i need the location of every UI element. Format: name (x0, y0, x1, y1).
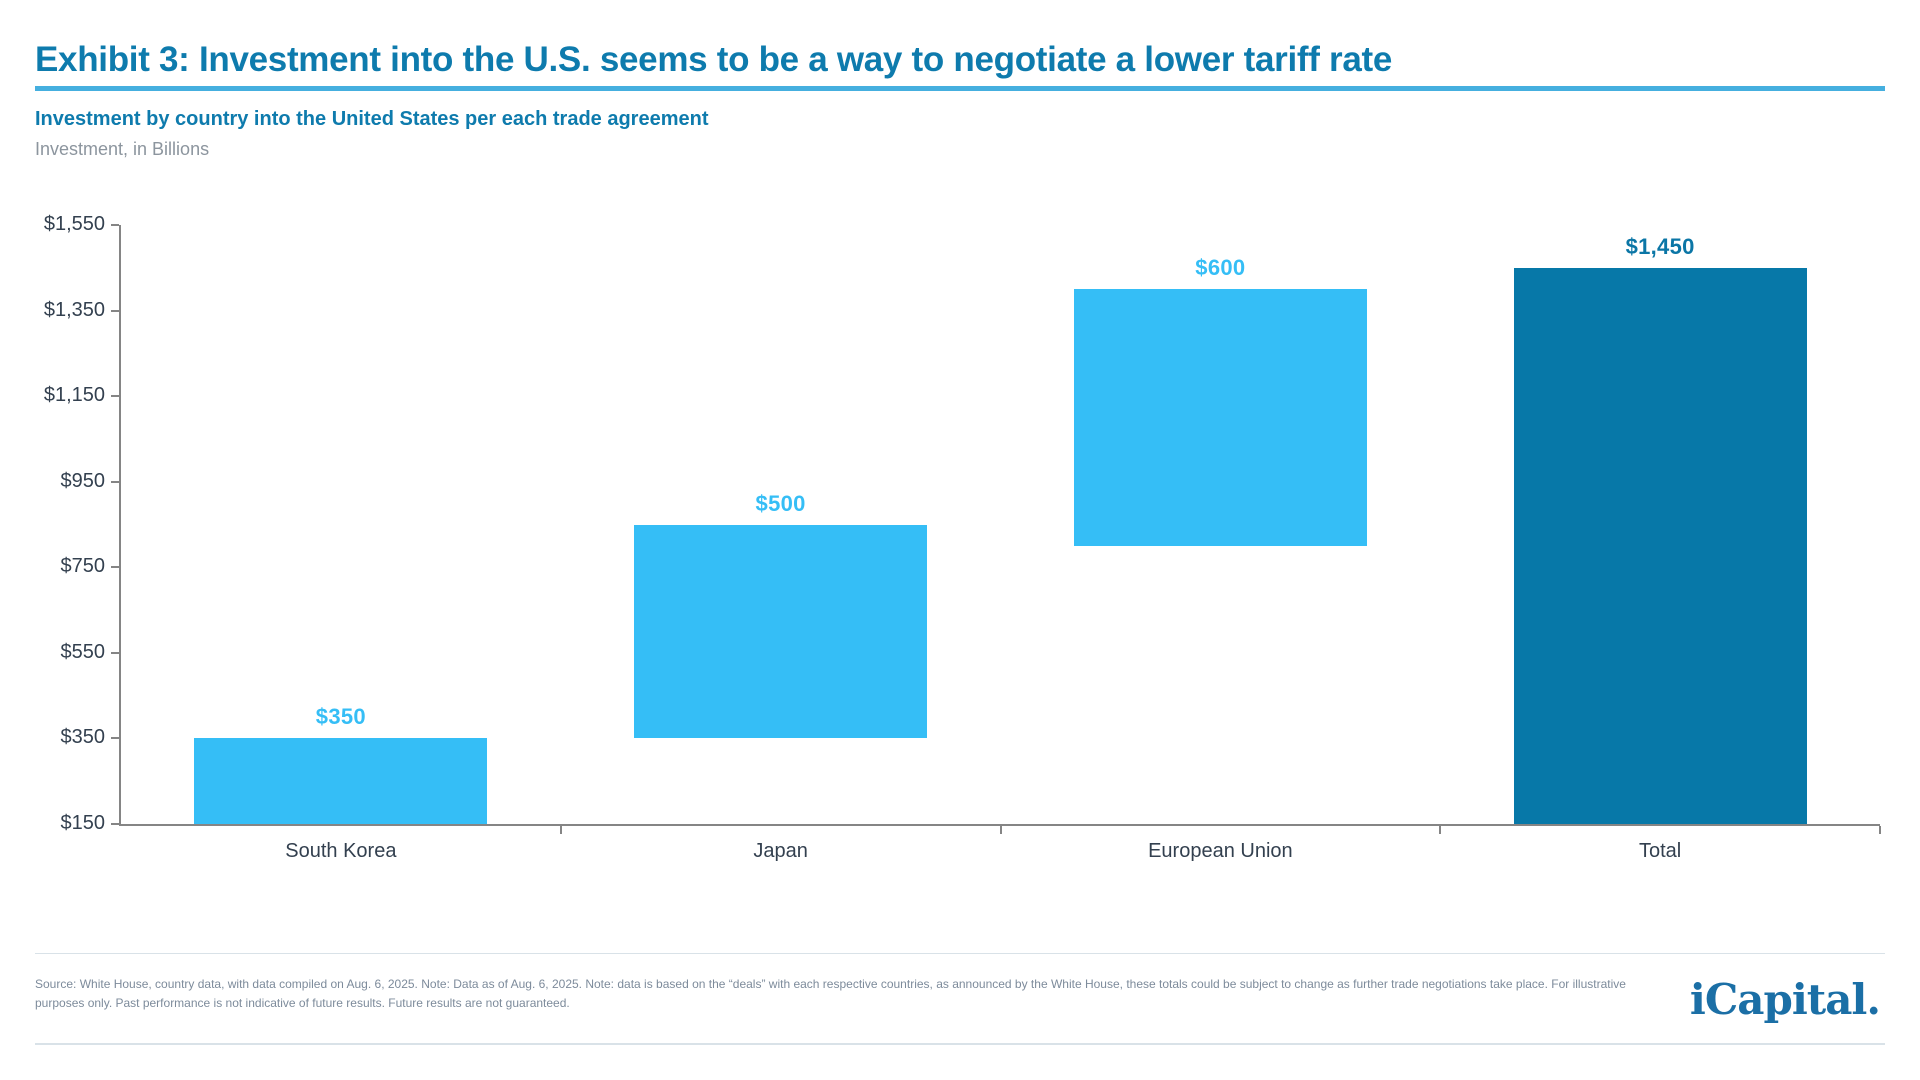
bar-value-label: $1,450 (1625, 233, 1695, 259)
y-axis-unit-label: Investment, in Billions (35, 139, 210, 159)
x-axis-tick (1879, 826, 1881, 834)
y-axis-tick (111, 224, 119, 226)
waterfall-chart: $150 $350 $550 $750 $950 $1,150 $1,350 $1,550 $3… (43, 213, 1881, 862)
x-axis-category-label: European Union (1148, 840, 1293, 862)
bar-value-label: $350 (315, 704, 366, 730)
title-underline-rule (35, 86, 1885, 91)
x-axis-category-label: Total (1639, 840, 1682, 862)
page-title: Exhibit 3: Investment into the U.S. seem… (35, 40, 1393, 79)
x-axis-category-label: Japan (753, 840, 808, 862)
bar-total (1513, 267, 1807, 824)
footer-divider-bottom (35, 1043, 1885, 1045)
x-axis-tick (999, 826, 1002, 834)
bar-european-union (1073, 289, 1367, 546)
source-note-line2: purposes only. Past performance is not i… (35, 996, 570, 1010)
bar-south-korea (194, 738, 488, 824)
y-axis-tick (111, 395, 119, 398)
y-axis-tick-label: $1,550 (43, 213, 105, 235)
y-axis-tick (111, 309, 119, 312)
y-axis-tick-label: $1,150 (43, 384, 105, 407)
bar-japan (634, 524, 928, 739)
y-axis-tick-label: $550 (60, 640, 106, 663)
y-axis-tick-label: $150 (60, 812, 106, 834)
y-axis-tick (111, 480, 119, 483)
y-axis-tick (111, 823, 119, 825)
x-axis-line (119, 824, 1880, 826)
chart-subtitle: Investment by country into the United St… (35, 108, 709, 130)
source-note-line1: Source: White House, country data, with … (35, 977, 1626, 991)
y-axis-line (119, 225, 121, 826)
bar-value-label: $600 (1195, 255, 1246, 281)
y-axis-tick-label: $350 (60, 726, 106, 749)
y-axis-tick (111, 651, 119, 654)
y-axis-tick-label: $750 (60, 555, 106, 578)
x-axis-category-label: South Korea (285, 840, 397, 862)
footer-divider-top (35, 953, 1885, 954)
y-axis-tick (111, 566, 119, 569)
x-axis-tick (559, 826, 562, 834)
bar-value-label: $500 (755, 490, 806, 516)
y-axis-tick (111, 737, 119, 740)
icapital-logo: iCapital. (1689, 975, 1881, 1024)
y-axis-tick-label: $1,350 (43, 298, 105, 321)
y-axis-tick-label: $950 (60, 469, 106, 492)
x-axis-tick (1439, 826, 1442, 834)
